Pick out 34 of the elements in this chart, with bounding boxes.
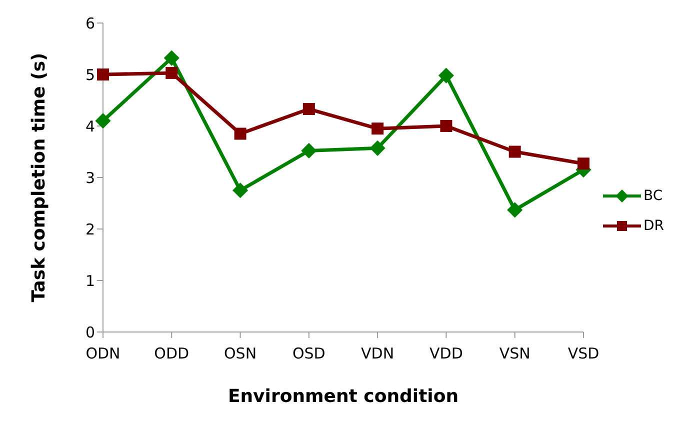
x-tick-label: OSN bbox=[224, 344, 257, 363]
x-tick-label: ODD bbox=[154, 344, 190, 363]
y-tick-label: 6 bbox=[85, 14, 95, 32]
point bbox=[234, 128, 246, 140]
point bbox=[577, 158, 590, 170]
point bbox=[97, 68, 109, 80]
legend-label: DR bbox=[643, 218, 664, 234]
y-tick-label: 5 bbox=[85, 66, 95, 84]
point bbox=[508, 146, 521, 158]
y-axis-title: Task completion time (s) bbox=[28, 52, 50, 302]
y-tick-label: 4 bbox=[85, 117, 95, 136]
x-tick-label: VSD bbox=[568, 344, 600, 363]
x-tick-label: VDD bbox=[430, 344, 463, 363]
x-tick-label: VSN bbox=[499, 344, 530, 363]
point bbox=[232, 182, 248, 198]
point bbox=[440, 120, 452, 132]
point bbox=[166, 66, 178, 79]
x-axis-title: Environment condition bbox=[228, 386, 459, 407]
x-tick-label: ODN bbox=[86, 344, 120, 363]
x-tick-label: VDN bbox=[361, 344, 394, 363]
point bbox=[438, 68, 454, 84]
point bbox=[95, 113, 111, 129]
x-tick-label: OSD bbox=[292, 344, 326, 363]
point bbox=[164, 50, 180, 66]
y-tick-label: 2 bbox=[85, 220, 95, 238]
y-tick-label: 0 bbox=[85, 323, 95, 342]
legend-label: BC bbox=[643, 188, 663, 204]
point bbox=[302, 103, 315, 116]
point bbox=[301, 142, 317, 159]
point bbox=[507, 202, 523, 218]
y-tick-label: 3 bbox=[85, 168, 95, 187]
y-tick-label: 1 bbox=[85, 272, 95, 290]
point bbox=[372, 122, 384, 135]
point bbox=[370, 140, 386, 156]
